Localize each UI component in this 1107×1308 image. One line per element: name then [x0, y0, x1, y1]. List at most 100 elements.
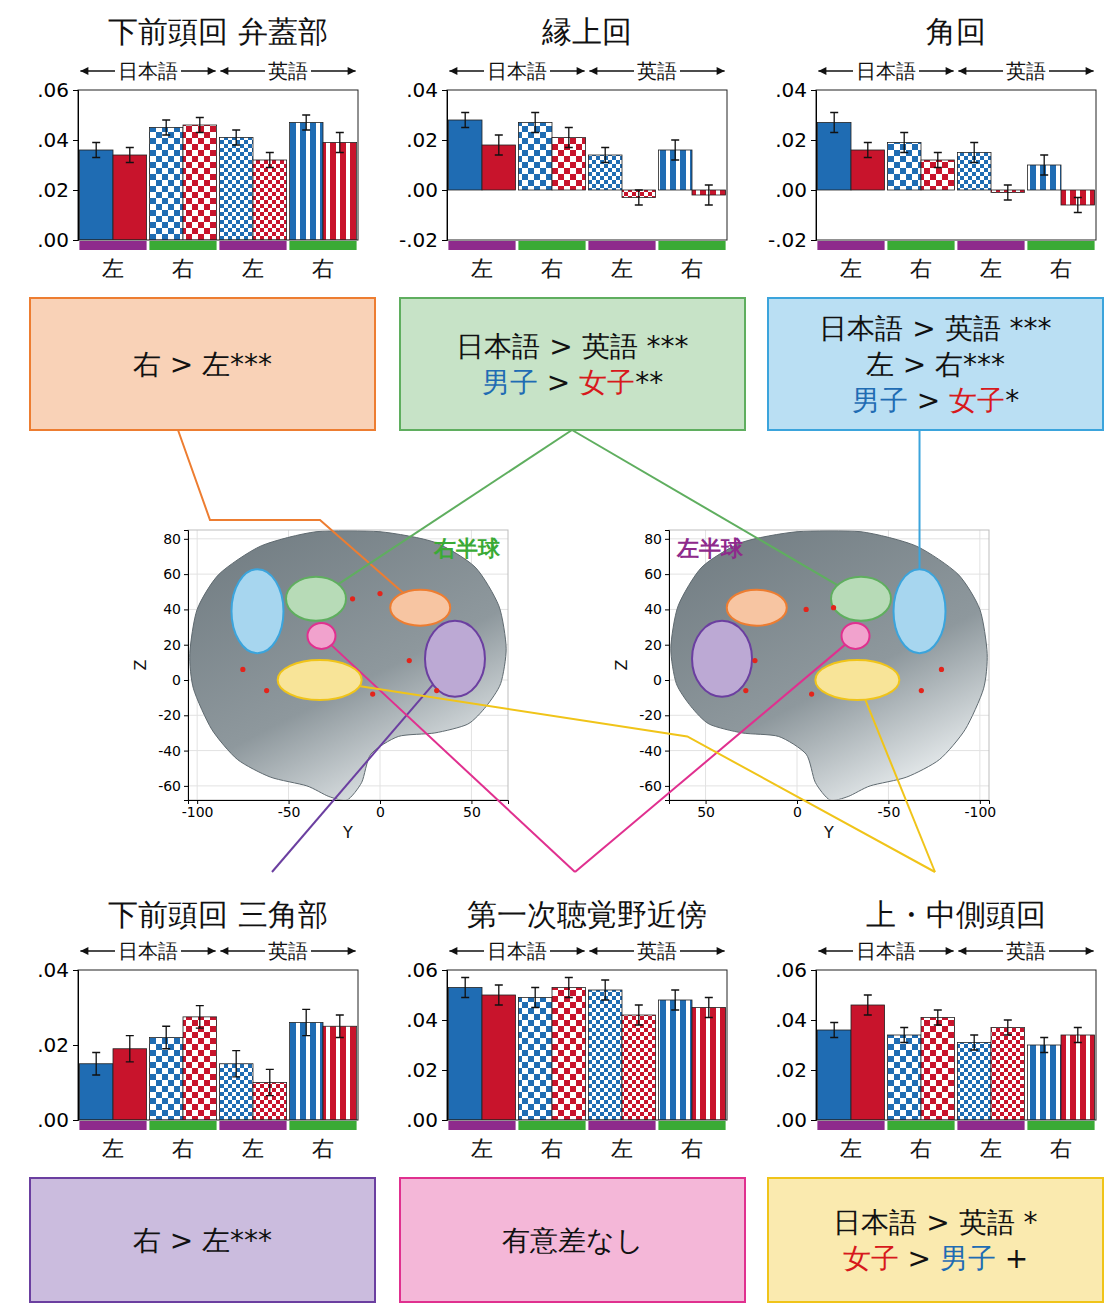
tick-mark	[811, 190, 816, 191]
annotation-text: 女子	[949, 384, 1005, 417]
point	[809, 692, 814, 697]
error-bar	[266, 153, 274, 168]
charts-layer: 下前頭回 弁蓋部.00.02.04.06左右左右日本語英語右 > 左***縁上回…	[30, 14, 1103, 1302]
tick: .00	[775, 1108, 816, 1132]
axis-line	[811, 971, 817, 1121]
tick: .04	[37, 128, 78, 152]
tick: 20	[163, 637, 188, 653]
plot-frame	[447, 90, 727, 240]
bars	[817, 113, 1094, 213]
arrow-head	[958, 67, 966, 75]
annotation-text: 有意差なし	[502, 1224, 644, 1257]
tick: -50	[278, 800, 301, 820]
hemisphere-strip	[817, 241, 884, 250]
brain-region	[286, 577, 346, 621]
arrow-head	[220, 67, 228, 75]
annotation-box	[30, 1178, 375, 1302]
annotation-box	[768, 1178, 1103, 1302]
error-bar	[1004, 185, 1012, 200]
brain-region	[727, 590, 787, 626]
tick-label: .02	[37, 1033, 69, 1057]
brain-region	[307, 623, 335, 649]
arrow-head	[208, 67, 216, 75]
brain-region	[231, 569, 283, 653]
tick-mark	[73, 240, 78, 241]
tick-label: 60	[163, 566, 181, 582]
group-label: 日本語	[118, 939, 178, 963]
tick-mark	[73, 970, 78, 971]
tick-mark	[665, 680, 669, 681]
annotation-line: 日本語 > 英語 ***	[819, 312, 1051, 345]
point	[240, 667, 245, 672]
axis-line	[811, 91, 817, 241]
annotation-text: 左 > 右***	[866, 348, 1005, 381]
category-label: 左	[242, 256, 264, 281]
tick: .00	[406, 178, 447, 202]
tick-label: -40	[158, 743, 181, 759]
category-label: 左	[840, 256, 862, 281]
tick-mark	[442, 1070, 447, 1071]
tick: 0	[653, 672, 669, 688]
tick: -60	[158, 778, 188, 794]
tick: .02	[775, 128, 816, 152]
hemisphere-strip	[658, 1121, 725, 1130]
bar	[692, 1008, 726, 1121]
annotation-text: >	[899, 1242, 940, 1275]
tick-label: -.02	[768, 228, 807, 252]
tick-label: 50	[697, 804, 715, 820]
tick: -.02	[399, 228, 447, 252]
hemisphere-strip	[1027, 241, 1094, 250]
tick-label: .02	[37, 178, 69, 202]
error-bar	[1040, 1038, 1048, 1053]
tick: 80	[163, 531, 188, 547]
error-bar	[196, 118, 204, 133]
arrow-head	[577, 947, 585, 955]
bar-chart: 角回-.02.00.02.04左右左右日本語英語日本語 > 英語 ***左 > …	[768, 14, 1103, 430]
tick-mark	[442, 90, 447, 91]
bar	[887, 1035, 921, 1120]
point	[407, 658, 412, 663]
error-bar	[601, 980, 609, 1000]
plot-frame	[816, 970, 1096, 1120]
region-layer	[231, 569, 945, 700]
tick: .06	[406, 958, 447, 982]
tick-mark	[811, 1020, 816, 1021]
category-label: 右	[541, 256, 563, 281]
tick: .00	[37, 1108, 78, 1132]
panel-title: 左半球	[676, 536, 744, 561]
tick-label: -20	[639, 707, 662, 723]
brain-surface	[190, 531, 506, 800]
tick-mark	[665, 609, 669, 610]
annotation-line: 女子 > 男子 +	[843, 1242, 1029, 1275]
error-bar	[461, 113, 469, 128]
category-label: 左	[102, 256, 124, 281]
tick-label: .00	[775, 1108, 807, 1132]
annotation-line: 日本語 > 英語 *	[833, 1206, 1037, 1239]
tick-mark	[184, 680, 188, 681]
tick: -20	[158, 707, 188, 723]
tick-mark	[665, 645, 669, 646]
category-label: 右	[1050, 1136, 1072, 1161]
category-label: 左	[980, 256, 1002, 281]
figure: 下前頭回 弁蓋部.00.02.04.06左右左右日本語英語右 > 左***縁上回…	[0, 0, 1107, 1308]
bar	[1027, 1045, 1061, 1120]
points	[743, 605, 944, 697]
hemisphere-strip	[289, 1121, 356, 1130]
bar	[552, 988, 586, 1121]
arrow-head	[589, 67, 597, 75]
tick-mark	[442, 1120, 447, 1121]
tick-label: .04	[37, 128, 69, 152]
hemisphere-strip	[817, 1121, 884, 1130]
category-label: 右	[681, 256, 703, 281]
background	[0, 0, 1107, 1308]
hemisphere-strip	[957, 241, 1024, 250]
tick: -20	[639, 707, 669, 723]
axis-line	[442, 971, 448, 1121]
axis: .00.02.04.06	[406, 958, 447, 1132]
error-bar	[461, 978, 469, 998]
category-label: 右	[910, 1136, 932, 1161]
tick: 60	[644, 566, 669, 582]
arrow-head	[1086, 67, 1094, 75]
arrow-head	[577, 67, 585, 75]
brain-panel: -100-50050806040200-20-40-60YZ	[131, 530, 509, 842]
